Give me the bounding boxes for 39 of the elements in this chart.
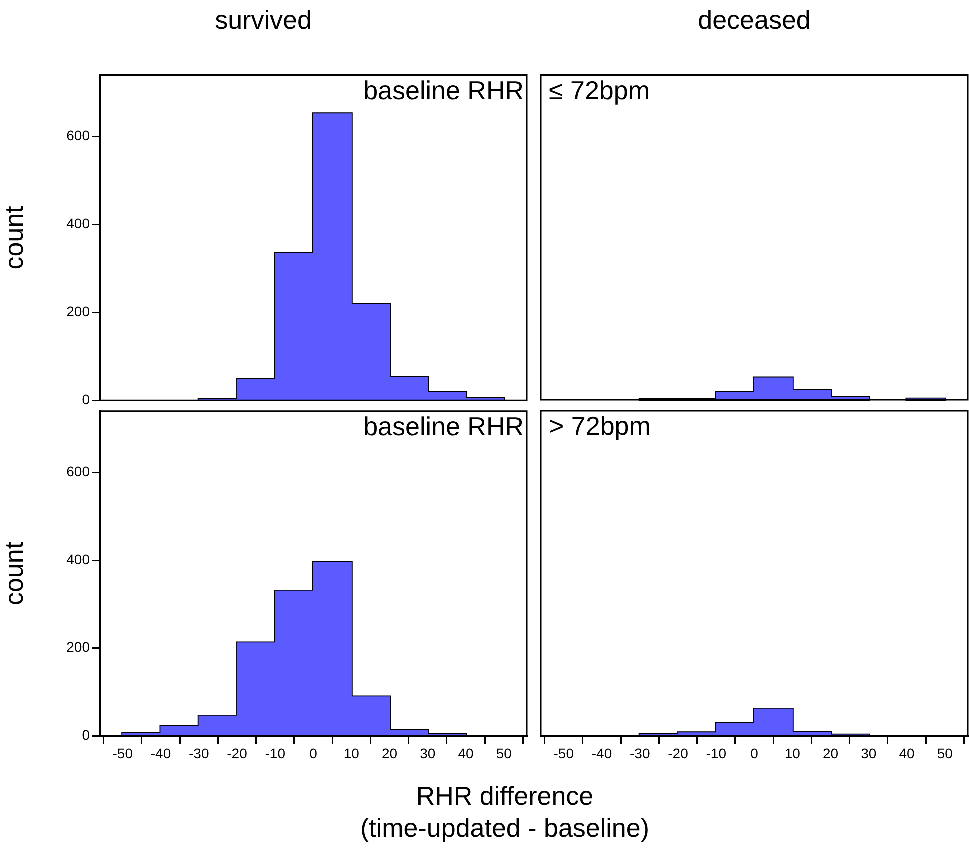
x-tick-label: -10 <box>706 745 727 762</box>
y-tick-label: 200 <box>66 639 90 656</box>
x-tick-label: 40 <box>899 745 915 762</box>
y-tick-label: 400 <box>66 216 90 232</box>
chart-title: survived <box>215 4 312 35</box>
x-tick-label: -40 <box>150 745 172 762</box>
x-tick-label: -40 <box>592 745 612 762</box>
annotation: ≤ 72bpm <box>549 75 650 106</box>
x-tick-label: 10 <box>344 745 360 762</box>
annotation: baseline RHR <box>364 75 524 106</box>
annotation: baseline RHR <box>364 412 524 442</box>
x-tick-label: 20 <box>822 745 839 762</box>
x-tick-label: 30 <box>861 745 877 762</box>
x-tick-label: -30 <box>189 745 210 762</box>
chart-title: deceased <box>698 4 811 35</box>
x-tick-label: 0 <box>310 745 318 762</box>
x-tick-label: 50 <box>937 745 954 762</box>
y-tick-label: 600 <box>66 464 90 480</box>
x-axis-title: RHR difference (time-updated - baseline) <box>359 780 651 844</box>
x-tick-label: -10 <box>265 745 286 762</box>
x-tick-label: -20 <box>227 745 248 762</box>
y-tick-label: 0 <box>82 391 90 408</box>
y-tick-label: 0 <box>82 726 90 743</box>
y-tick-label: 600 <box>66 128 90 144</box>
annotation: > 72bpm <box>549 411 651 442</box>
x-tick-label: 20 <box>382 745 398 762</box>
x-tick-label: -50 <box>112 745 134 762</box>
x-tick-label: 40 <box>458 745 474 762</box>
y-axis-title: count <box>0 541 29 606</box>
x-tick-label: -50 <box>554 745 574 762</box>
x-tick-label: -30 <box>630 745 650 762</box>
x-tick-label: -20 <box>668 745 689 762</box>
y-axis-title: count <box>0 205 29 270</box>
y-tick-label: 200 <box>66 304 90 320</box>
x-tick-label: 0 <box>750 745 759 762</box>
x-tick-label: 50 <box>496 745 512 762</box>
x-tick-label: 30 <box>420 745 436 762</box>
y-tick-label: 400 <box>66 551 90 568</box>
x-tick-label: 10 <box>784 745 801 762</box>
